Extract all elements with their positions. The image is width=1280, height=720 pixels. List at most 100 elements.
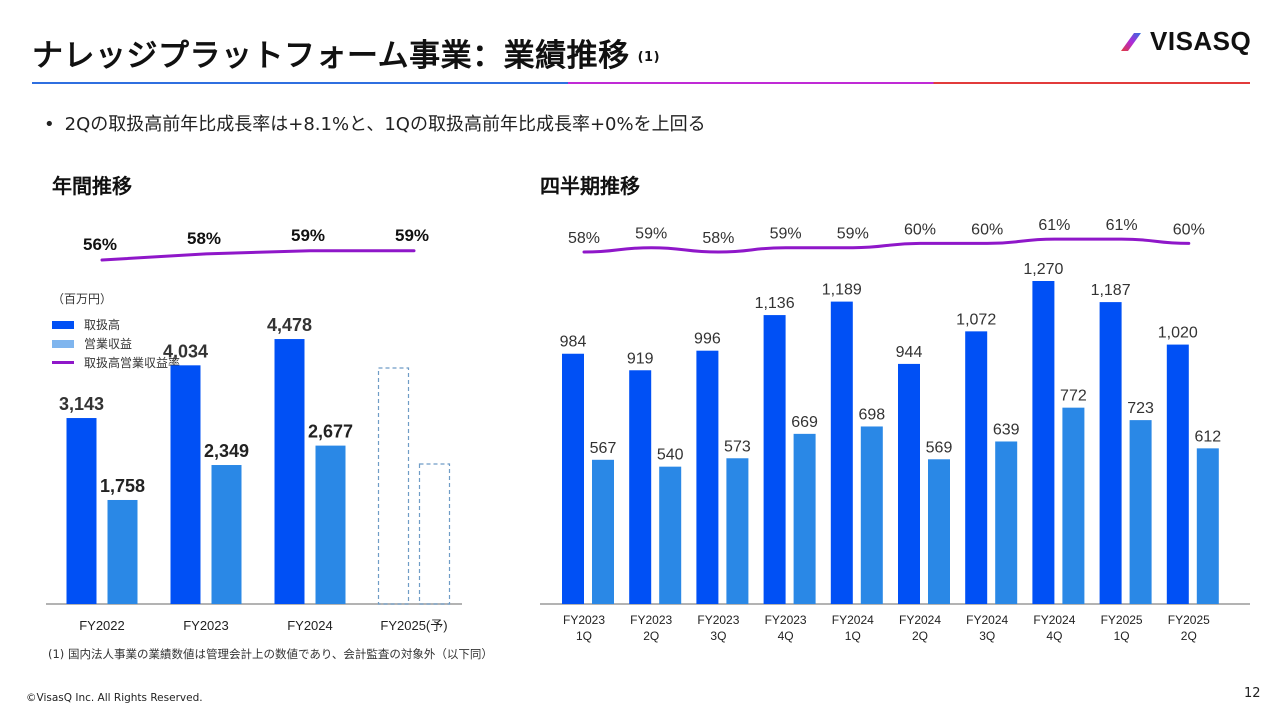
annual-label-gmv: 3,143 [59, 394, 104, 414]
annual-label-revenue: 2,677 [308, 422, 353, 442]
quarterly-x-tick-quarter: 1Q [1114, 629, 1130, 643]
quarterly-ratio-label: 58% [568, 230, 600, 247]
quarterly-label-revenue: 612 [1194, 428, 1221, 445]
quarterly-ratio-label: 59% [837, 226, 869, 243]
logo-wordmark: VISASQ [1150, 26, 1252, 56]
annual-bar-gmv [274, 339, 305, 604]
quarterly-x-tick-year: FY2023 [697, 613, 739, 627]
legend-label-revenue: 営業収益 [84, 337, 133, 351]
quarterly-x-tick-quarter: 2Q [1181, 629, 1197, 643]
annual-ratio-label: 59% [395, 226, 429, 245]
quarterly-x-tick-year: FY2024 [1033, 613, 1075, 627]
quarterly-label-gmv: 1,072 [956, 311, 996, 328]
quarterly-bar-gmv [898, 363, 920, 604]
quarterly-x-tick-quarter: 2Q [643, 629, 659, 643]
quarterly-bar-gmv [763, 315, 786, 604]
quarterly-label-revenue: 723 [1127, 400, 1154, 417]
quarterly-bar-revenue [592, 459, 614, 604]
annual-ratio-label: 58% [187, 229, 221, 248]
quarterly-x-tick-year: FY2023 [563, 613, 605, 627]
annual-ratio-label: 56% [83, 235, 117, 254]
copyright: ©VisasQ Inc. All Rights Reserved. [26, 692, 203, 704]
quarterly-bar-gmv [1166, 344, 1189, 604]
quarterly-x-tick-year: FY2024 [832, 613, 874, 627]
title-divider [32, 82, 1250, 84]
legend-item-gmv: 取扱高 [52, 315, 180, 334]
annual-x-tick: FY2025(予) [380, 618, 447, 633]
quarterly-x-tick-year: FY2024 [899, 613, 941, 627]
quarterly-label-gmv: 944 [896, 344, 923, 361]
page-number: 12 [1244, 686, 1261, 701]
quarterly-bar-gmv [696, 350, 719, 604]
quarterly-label-gmv: 1,187 [1091, 282, 1131, 299]
quarterly-label-gmv: 984 [560, 334, 587, 351]
quarterly-bar-gmv [1032, 281, 1055, 604]
quarterly-ratio-label: 59% [770, 226, 802, 243]
legend-line-ratio [52, 361, 74, 364]
annual-label-revenue: 2,349 [204, 441, 249, 461]
quarterly-x-tick-quarter: 4Q [778, 629, 794, 643]
annual-bar-revenue [107, 499, 138, 604]
quarterly-label-gmv: 1,270 [1023, 261, 1063, 278]
quarterly-label-revenue: 669 [791, 414, 818, 431]
quarterly-bar-gmv [830, 301, 853, 604]
quarterly-ratio-label: 58% [702, 230, 734, 247]
quarterly-label-gmv: 919 [627, 350, 654, 367]
quarterly-bar-gmv [1099, 302, 1122, 604]
quarterly-ratio-label: 60% [971, 221, 1003, 238]
quarterly-bar-revenue [726, 458, 749, 604]
quarterly-x-tick-year: FY2025 [1168, 613, 1210, 627]
quarterly-bar-revenue [1129, 420, 1152, 604]
quarterly-x-tick-quarter: 4Q [1046, 629, 1062, 643]
quarterly-x-tick-year: FY2025 [1101, 613, 1143, 627]
footnote: (1) 国内法人事業の業績数値は管理会計上の数値であり、会計監査の対象外（以下同… [48, 647, 493, 661]
quarterly-label-revenue: 569 [926, 439, 953, 456]
legend-swatch-gmv [52, 320, 74, 329]
quarterly-ratio-label: 60% [904, 221, 936, 238]
legend-swatch-revenue [52, 339, 74, 348]
annual-ratio-line [100, 249, 416, 262]
summary-bullet: • 2Qの取扱高前年比成長率は+8.1%と、1Qの取扱高前年比成長率+0%を上回る [44, 110, 706, 136]
quarterly-x-tick-year: FY2024 [966, 613, 1008, 627]
quarterly-ratio-label: 61% [1038, 217, 1070, 234]
legend-item-revenue: 営業収益 [52, 334, 180, 353]
quarterly-x-tick-year: FY2023 [630, 613, 672, 627]
quarterly-bar-revenue [928, 459, 950, 604]
quarterly-bar-revenue [995, 441, 1018, 604]
logo-slash-icon [1120, 29, 1142, 55]
annual-section-title: 年間推移 [52, 174, 132, 198]
annual-label-revenue: 1,758 [100, 476, 145, 496]
unit-label: （百万円） [52, 292, 113, 306]
quarterly-bar-revenue [659, 466, 682, 604]
summary-text: 2Qの取扱高前年比成長率は+8.1%と、1Qの取扱高前年比成長率+0%を上回る [64, 114, 706, 135]
forecast-bar-gmv [377, 367, 410, 605]
annual-bar-gmv [66, 418, 97, 604]
forecast-bar-revenue [418, 463, 451, 605]
annual-x-tick: FY2023 [183, 618, 229, 633]
legend-label-gmv: 取扱高 [84, 318, 121, 332]
quarterly-bar-gmv [629, 370, 652, 604]
visasq-logo: VISASQ [1120, 26, 1251, 57]
quarterly-bar-revenue [793, 433, 816, 604]
annual-ratio-label: 59% [291, 226, 325, 245]
quarterly-label-gmv: 1,136 [755, 295, 795, 312]
legend-label-ratio: 取扱高営業収益率 [84, 356, 181, 370]
quarterly-bar-revenue [1196, 448, 1219, 604]
page-title-text: ナレッジプラットフォーム事業：業績推移 [32, 38, 630, 74]
quarterly-label-revenue: 698 [858, 406, 885, 423]
annual-bar-gmv [170, 365, 201, 604]
chart-legend: （百万円） 取扱高 営業収益 取扱高営業収益率 [52, 290, 180, 372]
annual-label-gmv: 4,034 [163, 341, 208, 361]
page-title: ナレッジプラットフォーム事業：業績推移 (1) [32, 30, 660, 75]
quarterly-x-tick-quarter: 1Q [845, 629, 861, 643]
quarterly-bar-gmv [965, 331, 988, 604]
quarterly-section-title: 四半期推移 [540, 174, 640, 198]
quarterly-label-gmv: 996 [694, 331, 721, 348]
quarterly-label-revenue: 639 [993, 421, 1020, 438]
title-footnote-ref: (1) [637, 50, 661, 65]
quarterly-label-revenue: 573 [724, 438, 751, 455]
annual-x-tick: FY2024 [287, 618, 333, 633]
quarterly-x-tick-quarter: 3Q [710, 629, 726, 643]
quarterly-label-revenue: 567 [590, 440, 617, 457]
